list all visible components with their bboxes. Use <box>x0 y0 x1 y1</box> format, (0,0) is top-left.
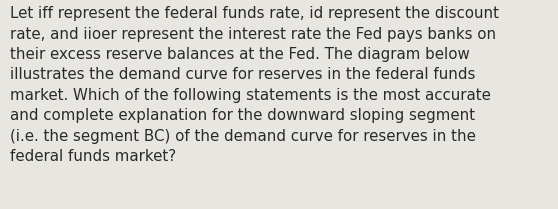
Text: Let iff represent the federal funds rate, id represent the discount
rate, and ii: Let iff represent the federal funds rate… <box>10 6 499 164</box>
